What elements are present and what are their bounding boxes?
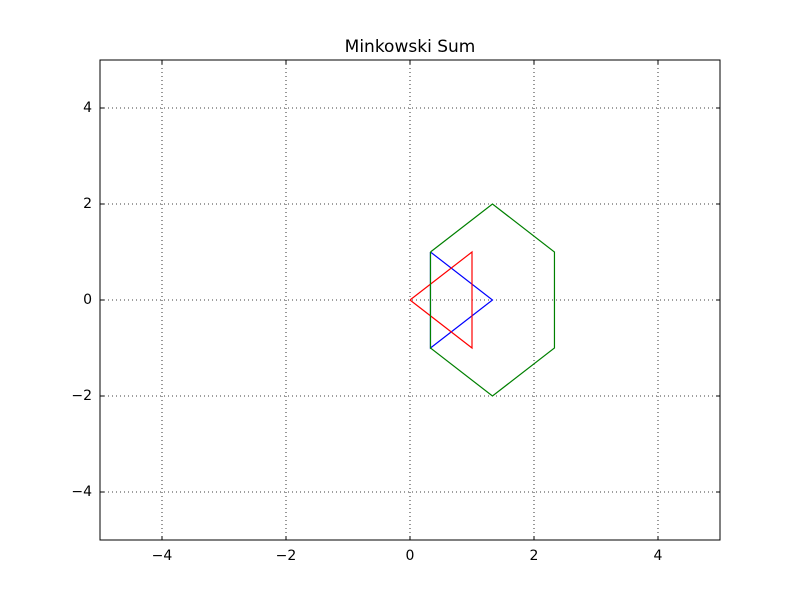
y-tick-label: 0 [83, 292, 92, 308]
y-tick-label: 4 [83, 100, 92, 116]
x-tick-label: 0 [406, 548, 415, 564]
x-tick-label: 4 [654, 548, 663, 564]
y-tick-label: 2 [83, 196, 92, 212]
polygon-line [429, 203, 556, 397]
chart-title: Minkowski Sum [345, 37, 476, 57]
x-tick-label: −2 [276, 548, 297, 564]
x-tick-label: 2 [530, 548, 539, 564]
y-tick-label: −4 [71, 484, 92, 500]
y-tick-label: −2 [71, 388, 92, 404]
polygon-line [409, 250, 473, 350]
plot-frame [99, 59, 721, 541]
x-tick-label: −4 [152, 548, 173, 564]
